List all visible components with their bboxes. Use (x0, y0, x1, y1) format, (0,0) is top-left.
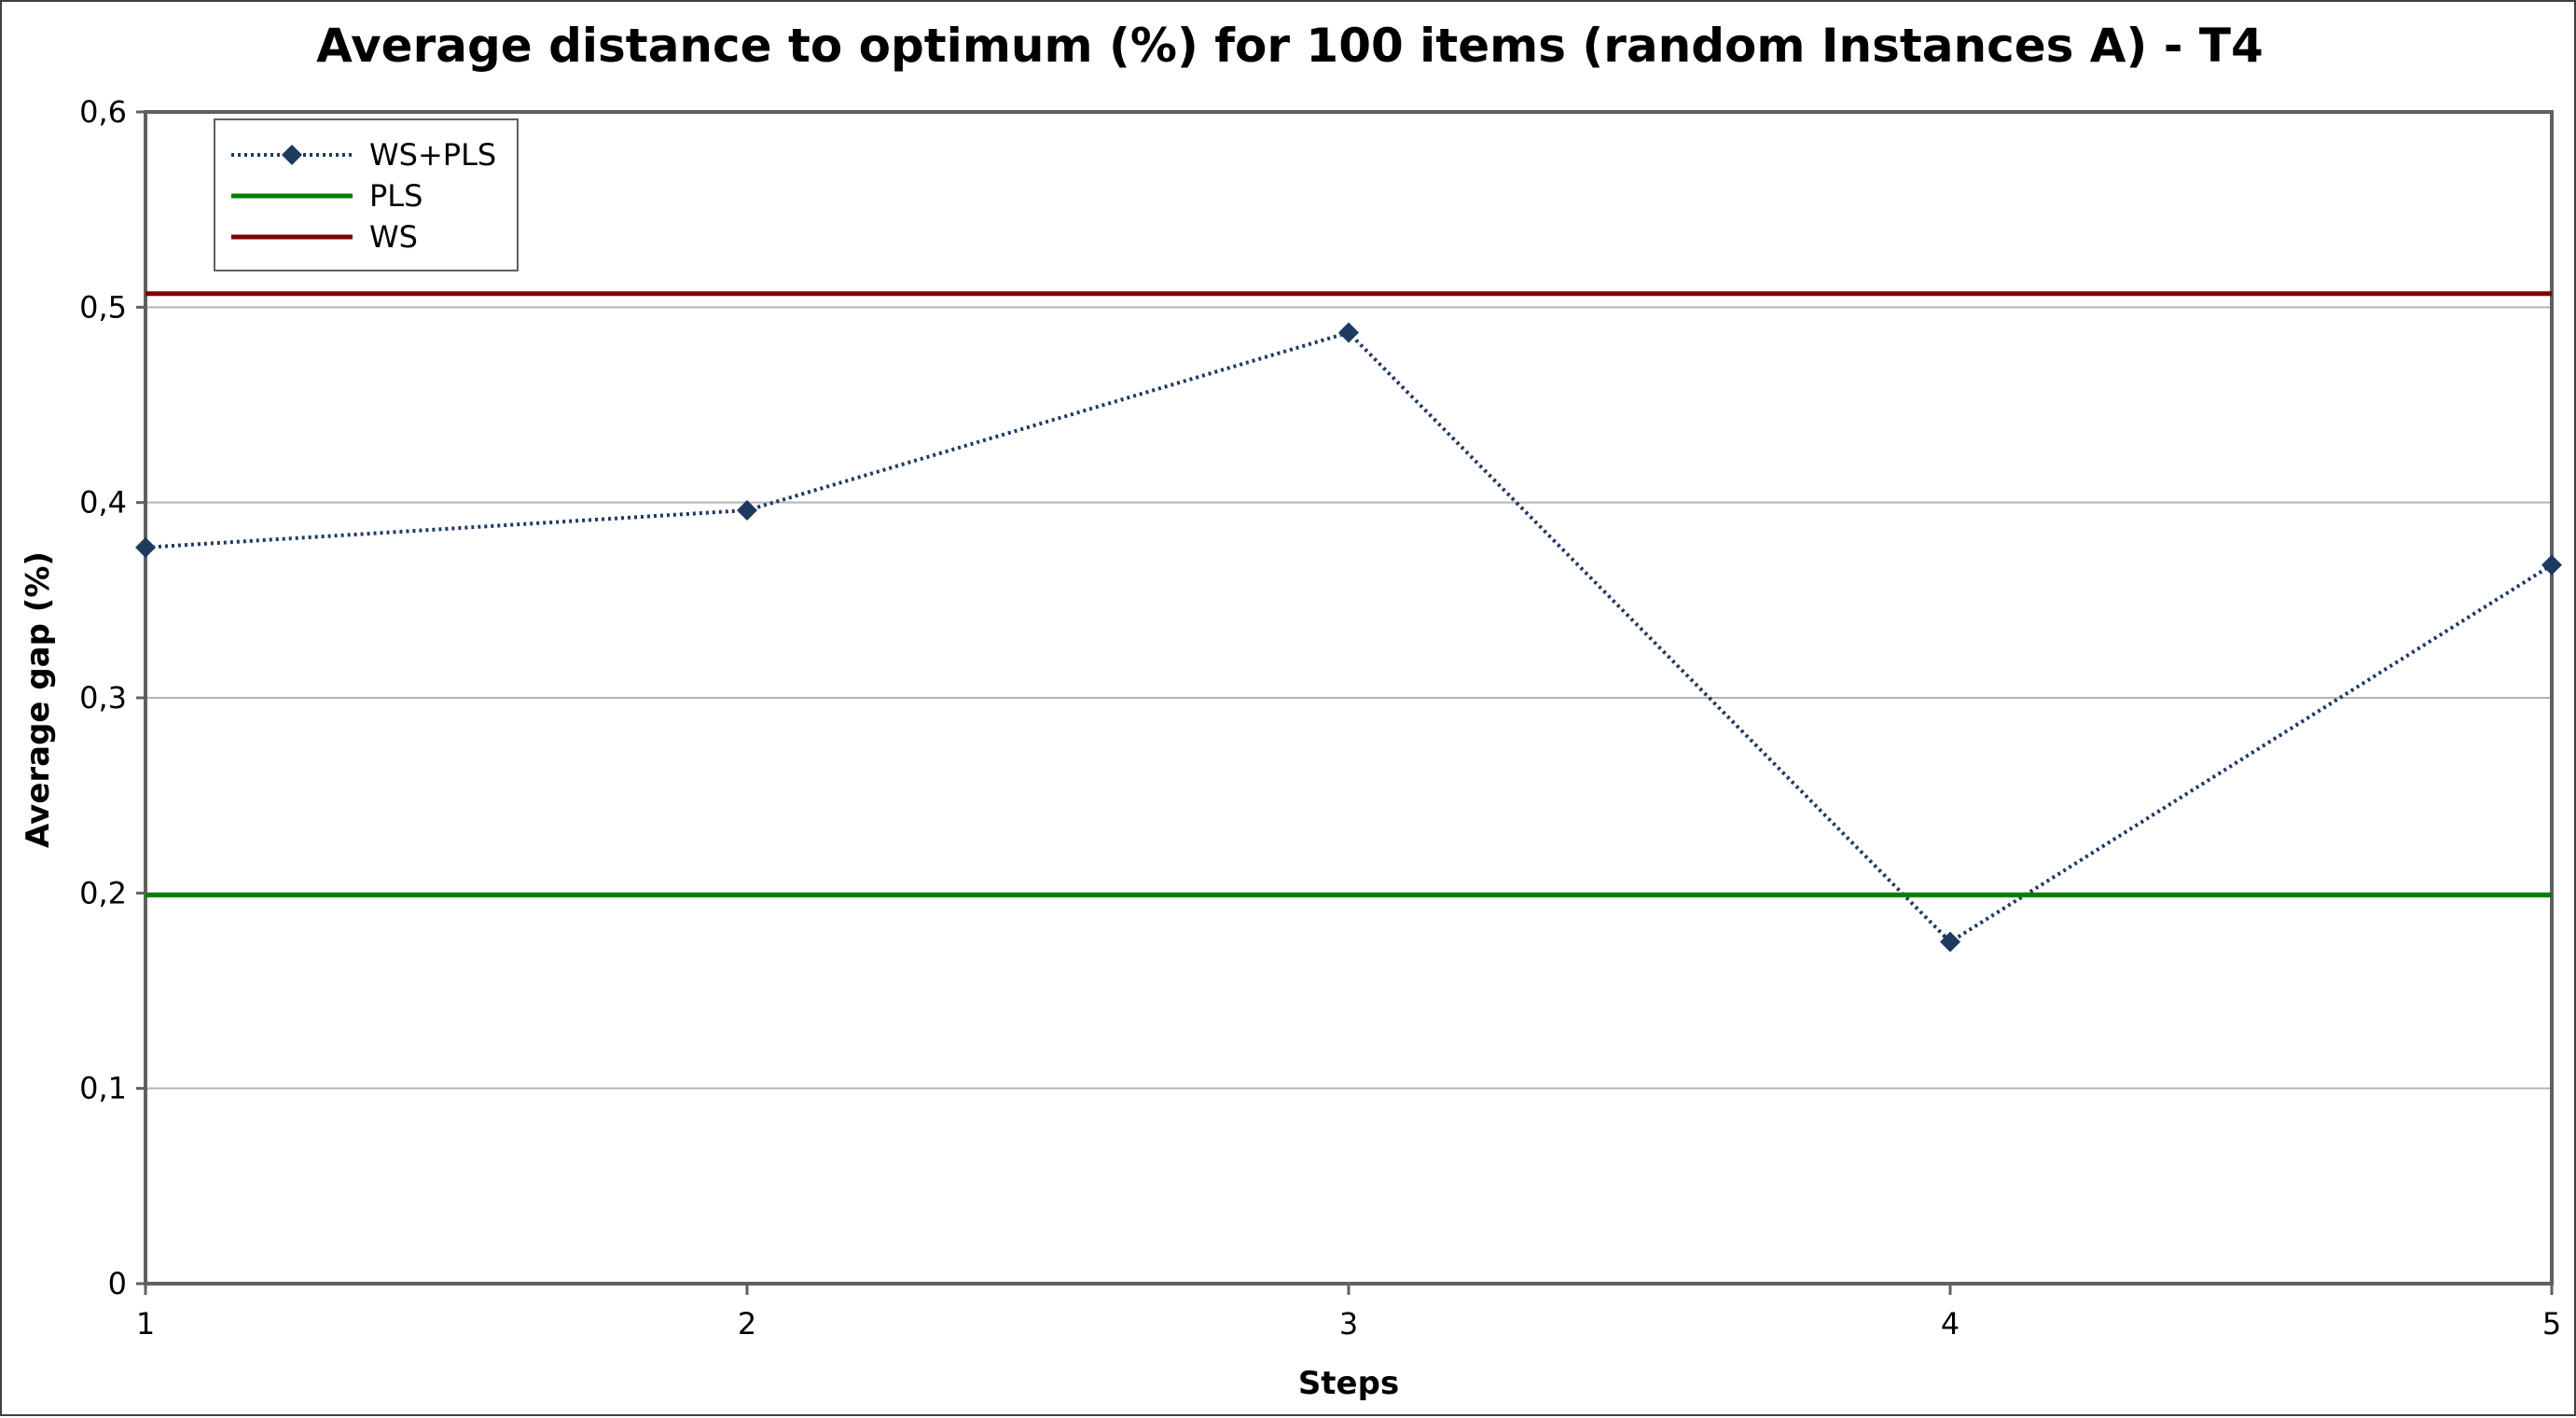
legend-label-ws-pls: WS+PLS (369, 137, 496, 173)
y-tick-label-6: 0,6 (79, 94, 127, 130)
x-tick-label-4: 5 (2542, 1306, 2561, 1342)
y-axis-title: Average gap (%) (20, 551, 57, 848)
data-point-ws-pls-1 (135, 536, 156, 558)
grid-lines (145, 306, 2552, 1090)
tick-labels: 0 0,1 0,2 0,3 0,4 0,5 0,6 1 2 3 4 5 (79, 94, 2561, 1342)
legend-marker-ws-pls (282, 145, 302, 165)
y-tick-label-0: 0 (108, 1266, 127, 1301)
y-tick-label-1: 0,1 (79, 1071, 127, 1106)
series-lines (135, 291, 2562, 952)
y-tick-label-4: 0,4 (79, 485, 127, 521)
x-tick-label-2: 3 (1339, 1306, 1358, 1342)
legend: WS+PLS PLS WS (214, 118, 519, 271)
chart-title: Average distance to optimum (%) for 100 … (316, 19, 2264, 73)
data-point-ws-pls-2 (737, 500, 757, 521)
data-point-ws-pls-5 (2541, 554, 2562, 576)
y-tick-label-5: 0,5 (79, 289, 127, 325)
legend-label-ws: WS (369, 219, 418, 255)
data-point-ws-pls-3 (1338, 322, 1359, 343)
axes (136, 110, 2554, 1295)
x-tick-label-0: 1 (136, 1306, 155, 1342)
legend-label-pls: PLS (369, 178, 422, 214)
y-tick-label-2: 0,2 (79, 875, 127, 911)
y-tick-label-3: 0,3 (79, 680, 127, 716)
x-tick-label-3: 4 (1941, 1306, 1960, 1342)
x-tick-label-1: 2 (738, 1306, 756, 1342)
data-point-ws-pls-4 (1940, 931, 1960, 952)
x-axis-title: Steps (1298, 1365, 1399, 1402)
series-line-ws-pls (145, 330, 2554, 945)
